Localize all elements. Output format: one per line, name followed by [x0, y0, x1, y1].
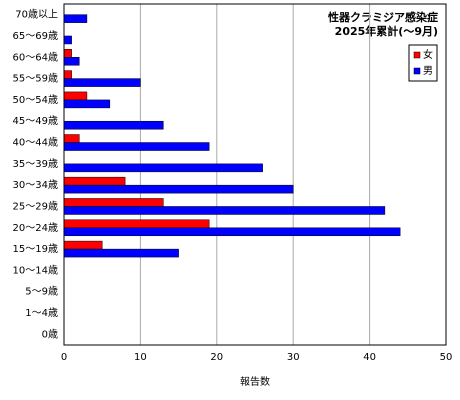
x-tick-label: 10	[134, 352, 147, 363]
bar	[63, 163, 263, 173]
y-tick-label: 35～39歳	[13, 158, 58, 170]
bar	[63, 14, 88, 23]
bar	[63, 120, 164, 130]
bar	[63, 35, 72, 45]
y-tick-label: 50～54歳	[13, 94, 58, 106]
bar	[63, 206, 386, 215]
bar	[63, 184, 294, 194]
plot-frame	[63, 3, 447, 346]
x-tick-label: 0	[61, 352, 67, 363]
y-tick-label: 1～4歳	[25, 307, 58, 319]
y-tick-label: 30～34歳	[13, 179, 58, 191]
bar	[63, 49, 72, 58]
x-tick-label: 20	[210, 352, 223, 363]
chart-subtitle: 2025年累計(～9月)	[335, 24, 438, 38]
legend-swatch	[413, 51, 421, 59]
y-tick-label: 55～59歳	[13, 73, 58, 85]
plot-area	[63, 3, 447, 346]
bar	[63, 91, 88, 101]
bar	[63, 57, 80, 66]
x-tick-label: 50	[440, 352, 453, 363]
y-tick-label: 10～14歳	[13, 264, 58, 276]
bar	[63, 134, 80, 143]
legend-swatch	[413, 67, 421, 75]
bar	[63, 219, 210, 229]
y-tick-label: 45～49歳	[13, 115, 58, 127]
y-tick-label: 25～29歳	[13, 200, 58, 212]
bar	[63, 227, 401, 237]
legend-label: 女	[423, 48, 433, 61]
bar	[63, 240, 103, 250]
y-tick-label: 65～69歳	[13, 30, 58, 42]
y-tick-label: 40～44歳	[13, 137, 58, 149]
y-tick-label: 20～24歳	[13, 222, 58, 234]
x-tick-label: 30	[287, 352, 300, 363]
y-tick-label: 70歳以上	[15, 9, 58, 21]
bar	[63, 70, 72, 79]
legend	[408, 44, 438, 82]
legend-label: 男	[423, 65, 433, 77]
bar	[63, 176, 126, 186]
y-tick-label: 60～64歳	[13, 51, 58, 63]
y-tick-label: 0歳	[42, 328, 58, 340]
chart-title: 性器クラミジア感染症	[328, 10, 438, 24]
bar	[63, 198, 164, 207]
y-tick-label: 15～19歳	[13, 243, 58, 255]
bar	[63, 99, 111, 109]
bar	[63, 78, 141, 87]
x-tick-label: 40	[363, 352, 376, 363]
bar	[63, 248, 179, 258]
y-tick-label: 5～9歳	[25, 286, 58, 298]
x-axis-label: 報告数	[240, 375, 270, 388]
bar	[63, 142, 210, 151]
